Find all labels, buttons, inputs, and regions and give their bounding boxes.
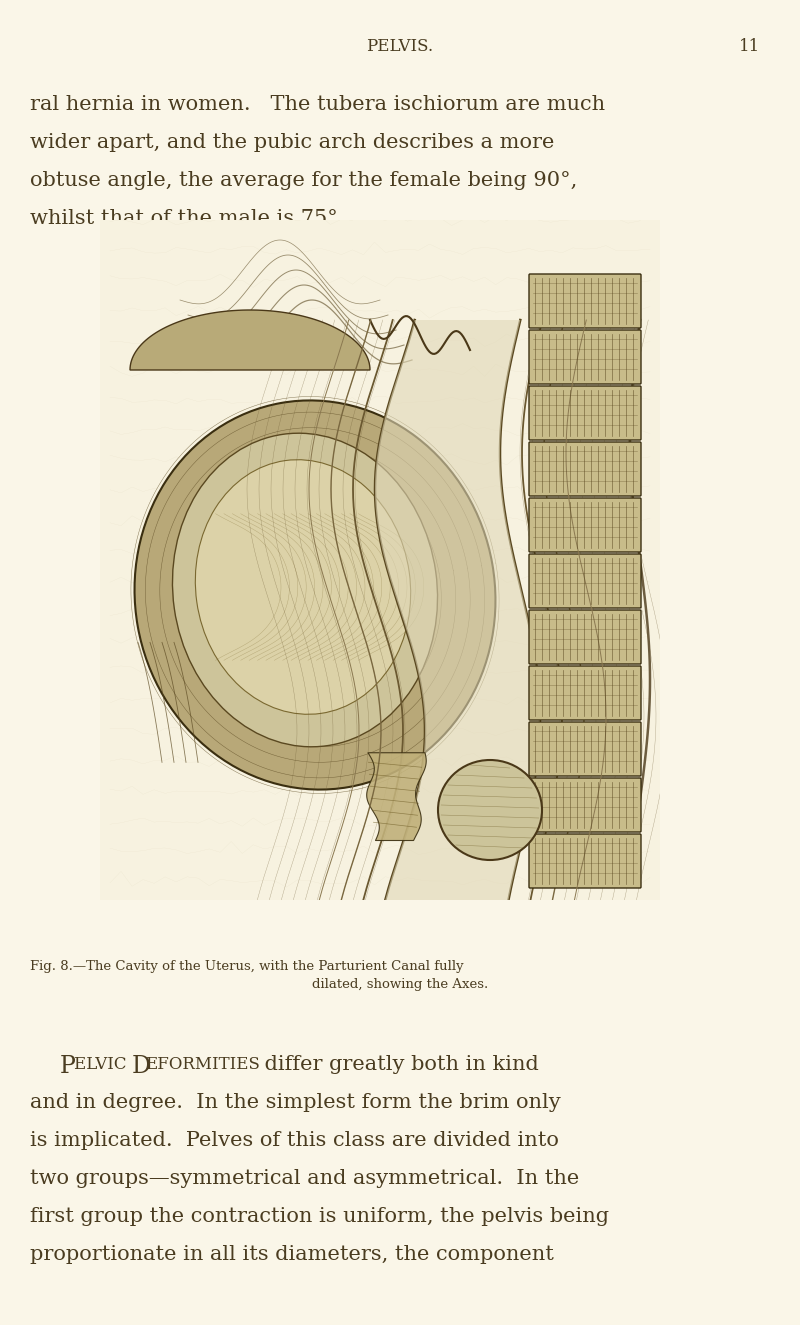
- Text: EFORMITIES: EFORMITIES: [145, 1056, 260, 1073]
- FancyBboxPatch shape: [529, 833, 641, 888]
- Text: D: D: [132, 1055, 151, 1079]
- Text: P: P: [60, 1055, 76, 1079]
- FancyBboxPatch shape: [529, 610, 641, 664]
- FancyBboxPatch shape: [529, 330, 641, 384]
- Polygon shape: [130, 310, 370, 370]
- Text: whilst that of the male is 75°.: whilst that of the male is 75°.: [30, 209, 345, 228]
- Ellipse shape: [173, 433, 438, 747]
- Ellipse shape: [195, 460, 410, 714]
- Text: ral hernia in women.   The tubera ischiorum are much: ral hernia in women. The tubera ischioru…: [30, 95, 605, 114]
- FancyBboxPatch shape: [529, 386, 641, 440]
- FancyBboxPatch shape: [529, 498, 641, 553]
- FancyBboxPatch shape: [529, 554, 641, 608]
- Ellipse shape: [438, 761, 542, 860]
- Ellipse shape: [134, 400, 495, 790]
- Text: ELVIC: ELVIC: [74, 1056, 132, 1073]
- Text: two groups—symmetrical and asymmetrical.  In the: two groups—symmetrical and asymmetrical.…: [30, 1169, 579, 1189]
- Text: differ greatly both in kind: differ greatly both in kind: [258, 1055, 538, 1075]
- FancyBboxPatch shape: [529, 443, 641, 496]
- Text: first group the contraction is uniform, the pelvis being: first group the contraction is uniform, …: [30, 1207, 609, 1226]
- Text: is implicated.  Pelves of this class are divided into: is implicated. Pelves of this class are …: [30, 1132, 559, 1150]
- FancyBboxPatch shape: [529, 778, 641, 832]
- Text: dilated, showing the Axes.: dilated, showing the Axes.: [312, 978, 488, 991]
- FancyBboxPatch shape: [529, 274, 641, 329]
- FancyBboxPatch shape: [529, 722, 641, 776]
- Text: wider apart, and the pubic arch describes a more: wider apart, and the pubic arch describe…: [30, 132, 554, 152]
- Text: obtuse angle, the average for the female being 90°,: obtuse angle, the average for the female…: [30, 171, 578, 189]
- FancyBboxPatch shape: [529, 666, 641, 719]
- Text: 11: 11: [738, 38, 760, 56]
- Text: and in degree.  In the simplest form the brim only: and in degree. In the simplest form the …: [30, 1093, 561, 1112]
- Text: PELVIS.: PELVIS.: [366, 38, 434, 56]
- Text: proportionate in all its diameters, the component: proportionate in all its diameters, the …: [30, 1246, 554, 1264]
- Text: Fig. 8.—The Cavity of the Uterus, with the Parturient Canal fully: Fig. 8.—The Cavity of the Uterus, with t…: [30, 961, 464, 973]
